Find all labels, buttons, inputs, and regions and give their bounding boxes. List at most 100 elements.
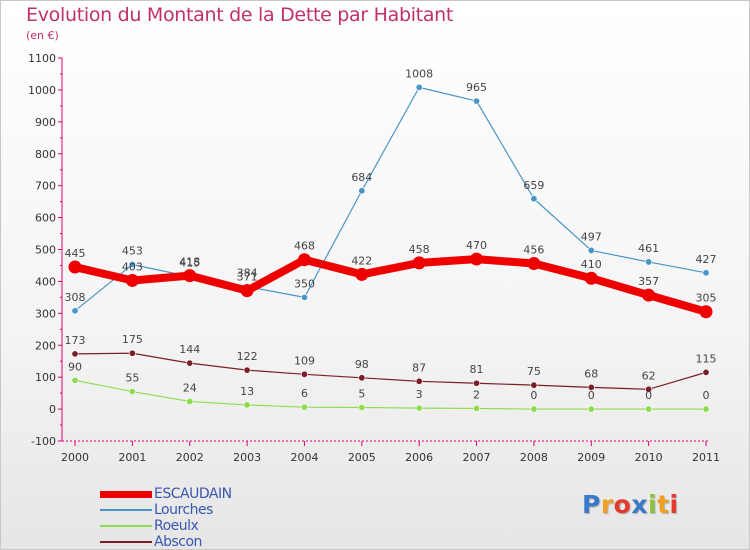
data-point <box>128 388 136 396</box>
data-point <box>358 403 366 411</box>
data-label: 1008 <box>405 67 433 80</box>
data-label: 461 <box>638 242 659 255</box>
series-lines <box>74 86 708 410</box>
legend-swatch <box>100 541 152 543</box>
series-points <box>68 83 713 413</box>
data-label: 87 <box>412 361 426 374</box>
legend: ESCAUDAIN Lourches Roeulx Abscon <box>100 486 232 550</box>
data-label: 115 <box>696 352 717 365</box>
y-tick-label: 200 <box>35 339 56 352</box>
data-point <box>527 257 541 271</box>
x-tick-label: 2003 <box>233 451 261 464</box>
series-line-escaudain <box>74 255 708 316</box>
y-tick-label: 800 <box>35 148 56 161</box>
data-label: 384 <box>237 267 258 280</box>
data-point <box>415 377 423 385</box>
chart-title: Evolution du Montant de la Dette par Hab… <box>26 4 454 26</box>
data-label: 109 <box>294 354 315 367</box>
data-label: 371 <box>237 271 258 284</box>
data-label: 75 <box>527 365 541 378</box>
legend-swatch <box>100 525 152 527</box>
data-point <box>300 370 308 378</box>
data-label: 68 <box>584 367 598 380</box>
data-label: 659 <box>523 179 544 192</box>
legend-swatch <box>100 490 152 498</box>
axes: 110010009008007006005004003002001000-100… <box>28 52 720 464</box>
data-label: 418 <box>179 256 200 269</box>
data-point <box>645 258 653 266</box>
data-label: 2 <box>473 388 480 401</box>
data-point <box>530 195 538 203</box>
chart-subtitle: (en €) <box>26 29 59 42</box>
data-label: 144 <box>179 343 200 356</box>
data-point <box>699 305 713 319</box>
y-tick-label: 1100 <box>28 52 56 65</box>
data-point <box>473 97 481 105</box>
data-point <box>530 381 538 389</box>
y-tick-label: 100 <box>35 371 56 384</box>
data-point <box>183 269 197 283</box>
logo-letter: x <box>631 490 648 519</box>
data-point <box>530 405 538 413</box>
data-point <box>470 252 484 266</box>
y-tick-label: 1000 <box>28 84 56 97</box>
x-tick-label: 2005 <box>348 451 376 464</box>
data-label: 13 <box>240 385 254 398</box>
data-point <box>297 253 311 267</box>
data-label: 427 <box>696 253 717 266</box>
series-line-roeulx <box>74 379 706 410</box>
y-tick-label: 400 <box>35 275 56 288</box>
data-label: 98 <box>355 358 369 371</box>
data-point <box>128 349 136 357</box>
legend-swatch <box>100 509 152 511</box>
data-point <box>71 376 79 384</box>
data-point <box>702 368 710 376</box>
x-tick-label: 2000 <box>61 451 89 464</box>
data-label: 415 <box>179 257 200 270</box>
data-label: 684 <box>351 171 372 184</box>
x-tick-label: 2011 <box>692 451 720 464</box>
data-point <box>415 404 423 412</box>
logo-letter: i <box>669 490 679 519</box>
data-point <box>642 288 656 302</box>
data-point <box>125 273 139 287</box>
data-point <box>415 83 423 91</box>
x-tick-label: 2002 <box>176 451 204 464</box>
data-label: 3 <box>416 388 423 401</box>
data-point <box>71 307 79 315</box>
legend-item: Roeulx <box>100 518 232 534</box>
data-label: 122 <box>237 350 258 363</box>
data-point <box>587 405 595 413</box>
data-point <box>473 404 481 412</box>
x-tick-label: 2004 <box>290 451 318 464</box>
data-point <box>68 260 82 274</box>
data-label: 357 <box>638 275 659 288</box>
data-label: 55 <box>125 372 139 385</box>
data-label: 0 <box>588 389 595 402</box>
x-tick-label: 2006 <box>405 451 433 464</box>
data-point <box>240 284 254 298</box>
series-line-abscon <box>74 352 707 390</box>
data-point <box>300 293 308 301</box>
data-point <box>243 366 251 374</box>
data-label: 5 <box>358 387 365 400</box>
legend-item: ESCAUDAIN <box>100 486 232 502</box>
data-label: 90 <box>68 360 82 373</box>
data-point <box>186 397 194 405</box>
data-point <box>702 269 710 277</box>
data-label: 458 <box>409 243 430 256</box>
data-label: 0 <box>703 389 710 402</box>
data-label: 497 <box>581 230 602 243</box>
data-point <box>584 271 598 285</box>
data-point <box>645 385 653 393</box>
data-label: 453 <box>122 245 143 258</box>
data-point <box>473 379 481 387</box>
x-tick-label: 2008 <box>520 451 548 464</box>
y-tick-label: 900 <box>35 116 56 129</box>
data-label: 6 <box>301 387 308 400</box>
proxiti-logo: Proxiti <box>582 490 679 519</box>
data-point <box>412 256 426 270</box>
data-label: 410 <box>581 258 602 271</box>
